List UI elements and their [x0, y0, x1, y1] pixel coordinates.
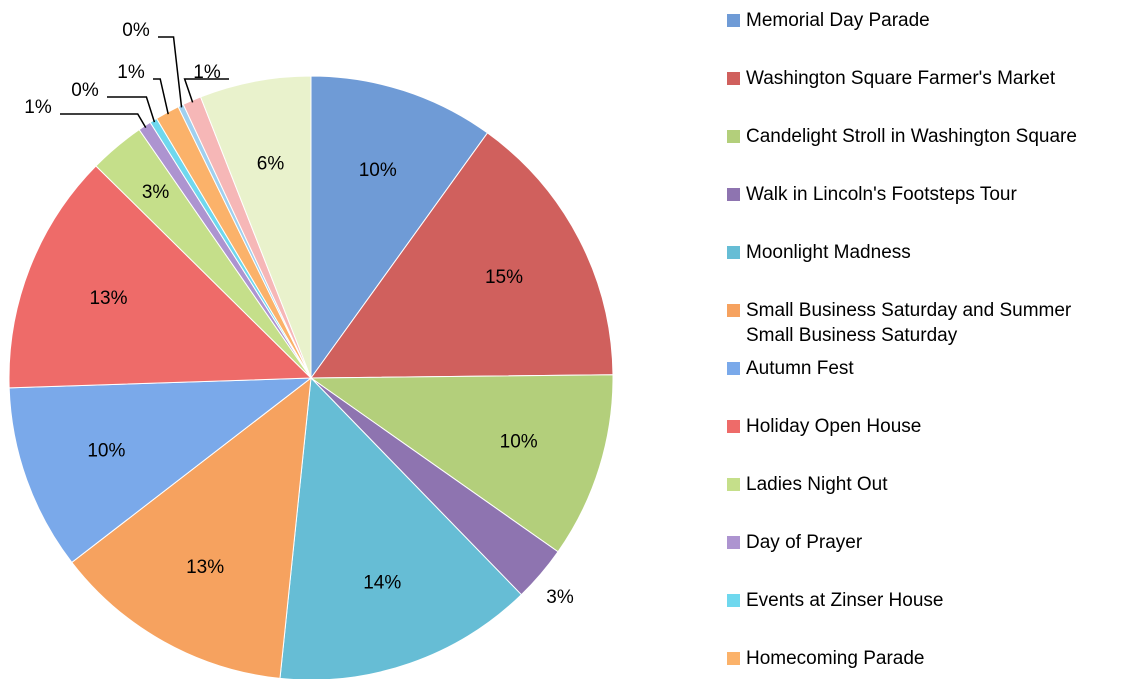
- legend-label: Moonlight Madness: [746, 242, 911, 263]
- legend-swatch: [727, 652, 740, 665]
- legend-swatch: [727, 72, 740, 85]
- pie-slice: [279, 376, 523, 679]
- legend-label: Small Business Saturday and Summer Small…: [746, 300, 1072, 346]
- data-label: 1%: [193, 62, 221, 83]
- data-label: 10%: [500, 431, 538, 452]
- data-label: 14%: [363, 572, 401, 593]
- data-label: 3%: [546, 587, 574, 608]
- pie-slice: [199, 75, 312, 379]
- legend-item: Small Business Saturday and Summer Small…: [727, 298, 1087, 348]
- data-label: 15%: [485, 267, 523, 288]
- leader-line: [158, 36, 183, 108]
- data-label: 0%: [71, 80, 99, 101]
- legend-swatch: [727, 14, 740, 27]
- legend-label: Events at Zinser House: [746, 590, 944, 611]
- leader-line: [153, 78, 169, 115]
- legend-swatch: [727, 420, 740, 433]
- leader-line: [60, 113, 147, 129]
- pie-slice: [310, 75, 489, 380]
- pie-slice: [71, 376, 312, 679]
- legend-label: Memorial Day Parade: [746, 10, 930, 31]
- legend-label: Holiday Open House: [746, 416, 922, 437]
- legend-label: Homecoming Parade: [746, 648, 925, 669]
- leader-line: [107, 96, 156, 123]
- legend-swatch: [727, 246, 740, 259]
- legend-swatch: [727, 362, 740, 375]
- legend-label: Autumn Fest: [746, 358, 854, 379]
- legend-label: Washington Square Farmer's Market: [746, 68, 1056, 89]
- data-label: 10%: [359, 160, 397, 181]
- legend-item: Events at Zinser House: [727, 588, 1087, 613]
- legend-item: Holiday Open House: [727, 414, 1087, 439]
- data-label: 0%: [122, 20, 150, 41]
- legend-swatch: [727, 188, 740, 201]
- pie-slice: [8, 165, 313, 389]
- legend-item: Autumn Fest: [727, 356, 1087, 381]
- data-label: 1%: [24, 97, 52, 118]
- legend-item: Walk in Lincoln's Footsteps Tour: [727, 182, 1087, 207]
- legend-label: Ladies Night Out: [746, 474, 888, 495]
- legend-item: Ladies Night Out: [727, 472, 1087, 497]
- legend-item: Washington Square Farmer's Market: [727, 66, 1087, 91]
- leader-line: [183, 78, 229, 103]
- pie-slice: [8, 377, 313, 564]
- legend-label: Candelight Stroll in Washington Square: [746, 126, 1077, 147]
- data-label: 13%: [186, 557, 224, 578]
- pie-slice: [310, 132, 614, 379]
- legend-swatch: [727, 304, 740, 317]
- legend-swatch: [727, 478, 740, 491]
- legend-item: Homecoming Parade: [727, 646, 1087, 671]
- legend-item: Day of Prayer: [727, 530, 1087, 555]
- data-label: 13%: [89, 288, 127, 309]
- data-label: 6%: [257, 153, 285, 174]
- legend-swatch: [727, 130, 740, 143]
- data-label: 10%: [87, 440, 125, 461]
- legend-swatch: [727, 536, 740, 549]
- pie-slice: [309, 374, 614, 553]
- data-label: 3%: [142, 182, 170, 203]
- legend-swatch: [727, 594, 740, 607]
- data-label: 1%: [117, 62, 145, 83]
- legend-item: Candelight Stroll in Washington Square: [727, 124, 1087, 149]
- legend-item: Memorial Day Parade: [727, 8, 1087, 33]
- legend-item: Moonlight Madness: [727, 240, 1087, 265]
- legend-label: Walk in Lincoln's Footsteps Tour: [746, 184, 1017, 205]
- legend-label: Day of Prayer: [746, 532, 863, 553]
